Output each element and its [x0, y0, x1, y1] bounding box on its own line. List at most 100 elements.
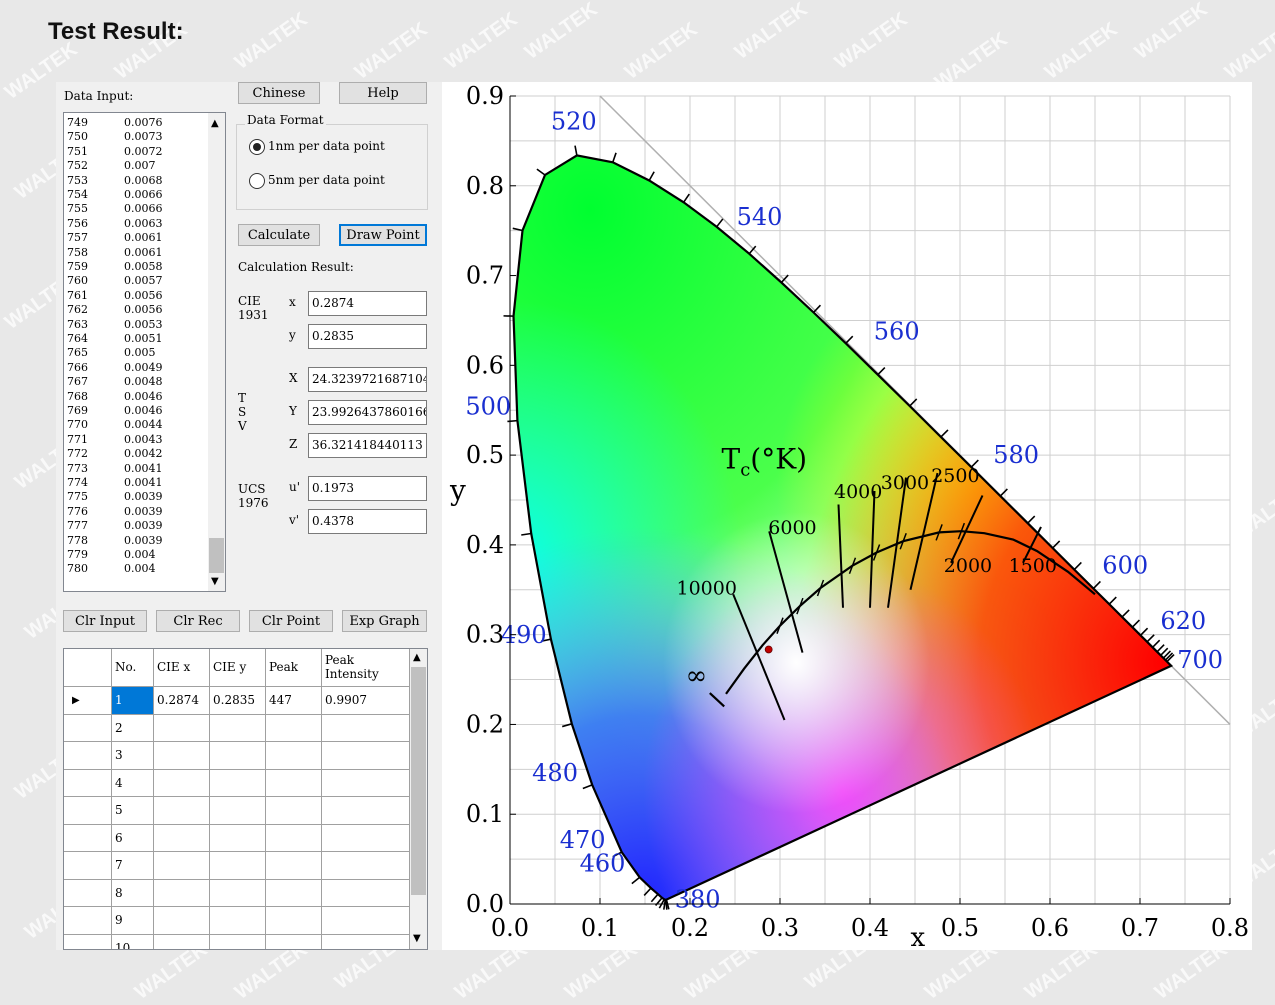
clr-rec-button[interactable]: Clr Rec: [156, 610, 240, 632]
row-selector[interactable]: [64, 715, 112, 743]
table-cell[interactable]: [266, 770, 322, 798]
row-selector[interactable]: [64, 880, 112, 908]
wavelength-cell: 753: [67, 174, 88, 187]
row-selector[interactable]: [64, 852, 112, 880]
table-cell[interactable]: [210, 797, 266, 825]
column-header[interactable]: CIE x: [154, 649, 210, 687]
clr-point-button[interactable]: Clr Point: [249, 610, 333, 632]
row-header-corner[interactable]: [64, 649, 112, 687]
scroll-up-icon[interactable]: ▲: [211, 118, 219, 129]
scroll-up-icon[interactable]: ▲: [413, 652, 421, 663]
table-cell[interactable]: 3: [112, 742, 154, 770]
table-cell[interactable]: [154, 880, 210, 908]
table-cell[interactable]: [210, 907, 266, 935]
table-cell[interactable]: 447: [266, 687, 322, 715]
radio-1nm[interactable]: [249, 139, 265, 155]
table-cell[interactable]: 5: [112, 797, 154, 825]
table-cell[interactable]: [154, 770, 210, 798]
table-cell[interactable]: [322, 742, 410, 770]
help-button[interactable]: Help: [339, 82, 427, 104]
data-input-scrollbar[interactable]: ▲ ▼: [208, 113, 225, 591]
table-cell[interactable]: [154, 797, 210, 825]
scroll-down-icon[interactable]: ▼: [211, 576, 219, 587]
scroll-down-icon[interactable]: ▼: [413, 933, 421, 944]
table-cell[interactable]: 0.2835: [210, 687, 266, 715]
table-cell[interactable]: 8: [112, 880, 154, 908]
row-selector[interactable]: [64, 907, 112, 935]
table-cell[interactable]: [322, 825, 410, 853]
table-cell[interactable]: [266, 907, 322, 935]
column-header[interactable]: Peak Intensity: [322, 649, 410, 687]
table-cell[interactable]: [266, 852, 322, 880]
table-cell[interactable]: [210, 770, 266, 798]
table-cell[interactable]: [322, 880, 410, 908]
table-cell[interactable]: 9: [112, 907, 154, 935]
table-cell[interactable]: 2: [112, 715, 154, 743]
ucs-v-field[interactable]: 0.4378: [308, 509, 427, 534]
table-cell[interactable]: [210, 715, 266, 743]
table-cell[interactable]: [210, 825, 266, 853]
table-cell[interactable]: [210, 852, 266, 880]
exp-graph-button[interactable]: Exp Graph: [342, 610, 427, 632]
table-cell[interactable]: 0.2874: [154, 687, 210, 715]
results-scrollbar[interactable]: ▲ ▼: [410, 649, 427, 949]
table-cell[interactable]: 7: [112, 852, 154, 880]
draw-point-button[interactable]: Draw Point: [339, 224, 427, 246]
radio-1nm-label[interactable]: 1nm per data point: [268, 139, 385, 153]
table-cell[interactable]: 1: [112, 687, 154, 715]
wavelength-cell: 766: [67, 361, 88, 374]
scroll-thumb[interactable]: [411, 667, 426, 895]
table-cell[interactable]: [322, 715, 410, 743]
table-cell[interactable]: 4: [112, 770, 154, 798]
clr-input-button[interactable]: Clr Input: [63, 610, 147, 632]
row-selector[interactable]: [64, 797, 112, 825]
ucs-u-field[interactable]: 0.1973: [308, 476, 427, 501]
row-selector[interactable]: [64, 935, 112, 951]
table-cell[interactable]: [154, 852, 210, 880]
table-cell[interactable]: [266, 715, 322, 743]
table-cell[interactable]: [210, 880, 266, 908]
radio-5nm-label[interactable]: 5nm per data point: [268, 173, 385, 187]
chinese-button[interactable]: Chinese: [238, 82, 320, 104]
column-header[interactable]: No.: [112, 649, 154, 687]
table-cell[interactable]: [154, 825, 210, 853]
tristimulus-x-field[interactable]: 24.3239721687104: [308, 367, 427, 392]
calculate-button[interactable]: Calculate: [238, 224, 320, 246]
column-header[interactable]: CIE y: [210, 649, 266, 687]
row-selector[interactable]: [64, 742, 112, 770]
row-selector[interactable]: [64, 770, 112, 798]
table-cell[interactable]: [266, 797, 322, 825]
tristimulus-z-field[interactable]: 36.321418440113: [308, 433, 427, 458]
value-cell: 0.0048: [124, 376, 163, 388]
table-cell[interactable]: [210, 742, 266, 770]
table-cell[interactable]: 10: [112, 935, 154, 951]
row-selector[interactable]: [64, 825, 112, 853]
table-cell[interactable]: [210, 935, 266, 951]
table-cell[interactable]: [322, 935, 410, 951]
scroll-thumb[interactable]: [209, 538, 224, 573]
table-cell[interactable]: [266, 825, 322, 853]
table-cell[interactable]: [266, 742, 322, 770]
table-cell[interactable]: [154, 907, 210, 935]
column-header[interactable]: Peak: [266, 649, 322, 687]
radio-5nm[interactable]: [249, 173, 265, 189]
table-cell[interactable]: [322, 797, 410, 825]
table-cell[interactable]: 6: [112, 825, 154, 853]
table-cell[interactable]: 0.9907: [322, 687, 410, 715]
table-cell[interactable]: [154, 742, 210, 770]
row-selector[interactable]: ▶: [64, 687, 112, 715]
table-cell[interactable]: [322, 852, 410, 880]
table-cell[interactable]: [154, 935, 210, 951]
cie-y-field[interactable]: 0.2835: [308, 324, 427, 349]
table-cell[interactable]: [266, 880, 322, 908]
table-cell[interactable]: [154, 715, 210, 743]
table-cell[interactable]: [266, 935, 322, 951]
table-cell[interactable]: [322, 770, 410, 798]
table-cell[interactable]: [322, 907, 410, 935]
value-cell: 0.0043: [124, 434, 163, 446]
cie-x-field[interactable]: 0.2874: [308, 291, 427, 316]
tristimulus-y-field[interactable]: 23.9926437860166: [308, 400, 427, 425]
